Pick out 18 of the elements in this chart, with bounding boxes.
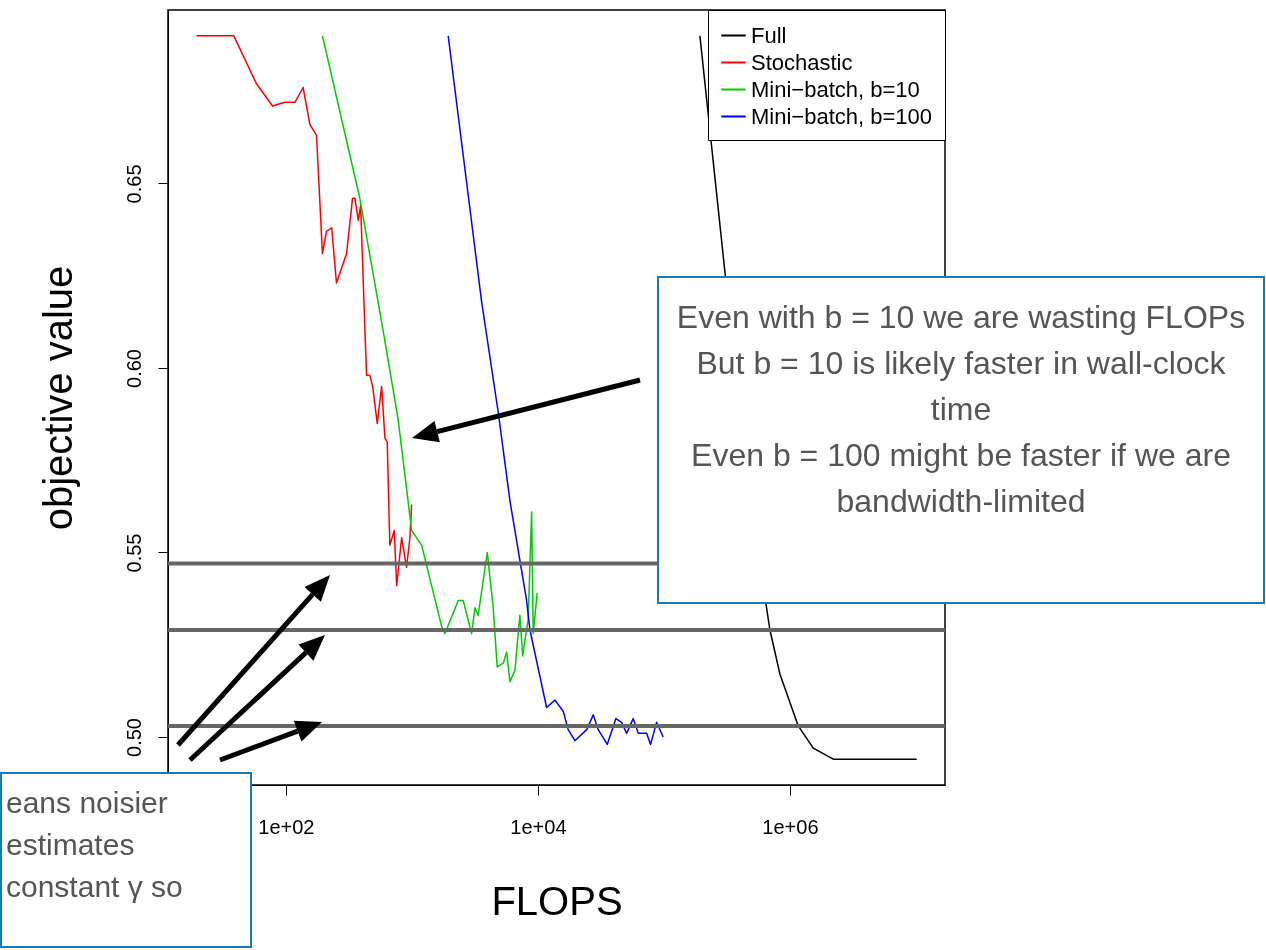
y-tick-label: 0.50 [122,718,145,757]
x-tick-label: 1e+04 [510,815,567,838]
annotation: Even with b = 10 we are wasting FLOPs [675,298,1247,337]
annotation: Even b = 100 might be faster if we are bandwidth-limited [690,436,1232,521]
y-tick-label: 0.65 [122,164,145,204]
x-tick-label: 1e+02 [258,815,315,838]
y-tick-label: 0.55 [122,533,145,573]
legend-label: Full [751,22,787,48]
y-axis-title: objective value [35,265,80,531]
annotation: But b = 10 is likely faster in wall-clock time [695,344,1227,429]
x-tick-label: 1e+06 [762,815,819,838]
legend-label: Stochastic [751,49,853,75]
callout: Even with b = 10 we are wasting FLOPs But b = 10 is likely faster in wall-clock time Even b = 100 might be faster if we are bandwidth-limited [657,276,1265,604]
legend-label: Mini−batch, b=10 [751,76,920,102]
callout: eans noisier estimates constant γ so [0,772,252,948]
legend-label: Mini−batch, b=100 [751,103,933,129]
y-tick-label: 0.60 [122,349,145,388]
x-axis-title: FLOPS [491,878,623,923]
